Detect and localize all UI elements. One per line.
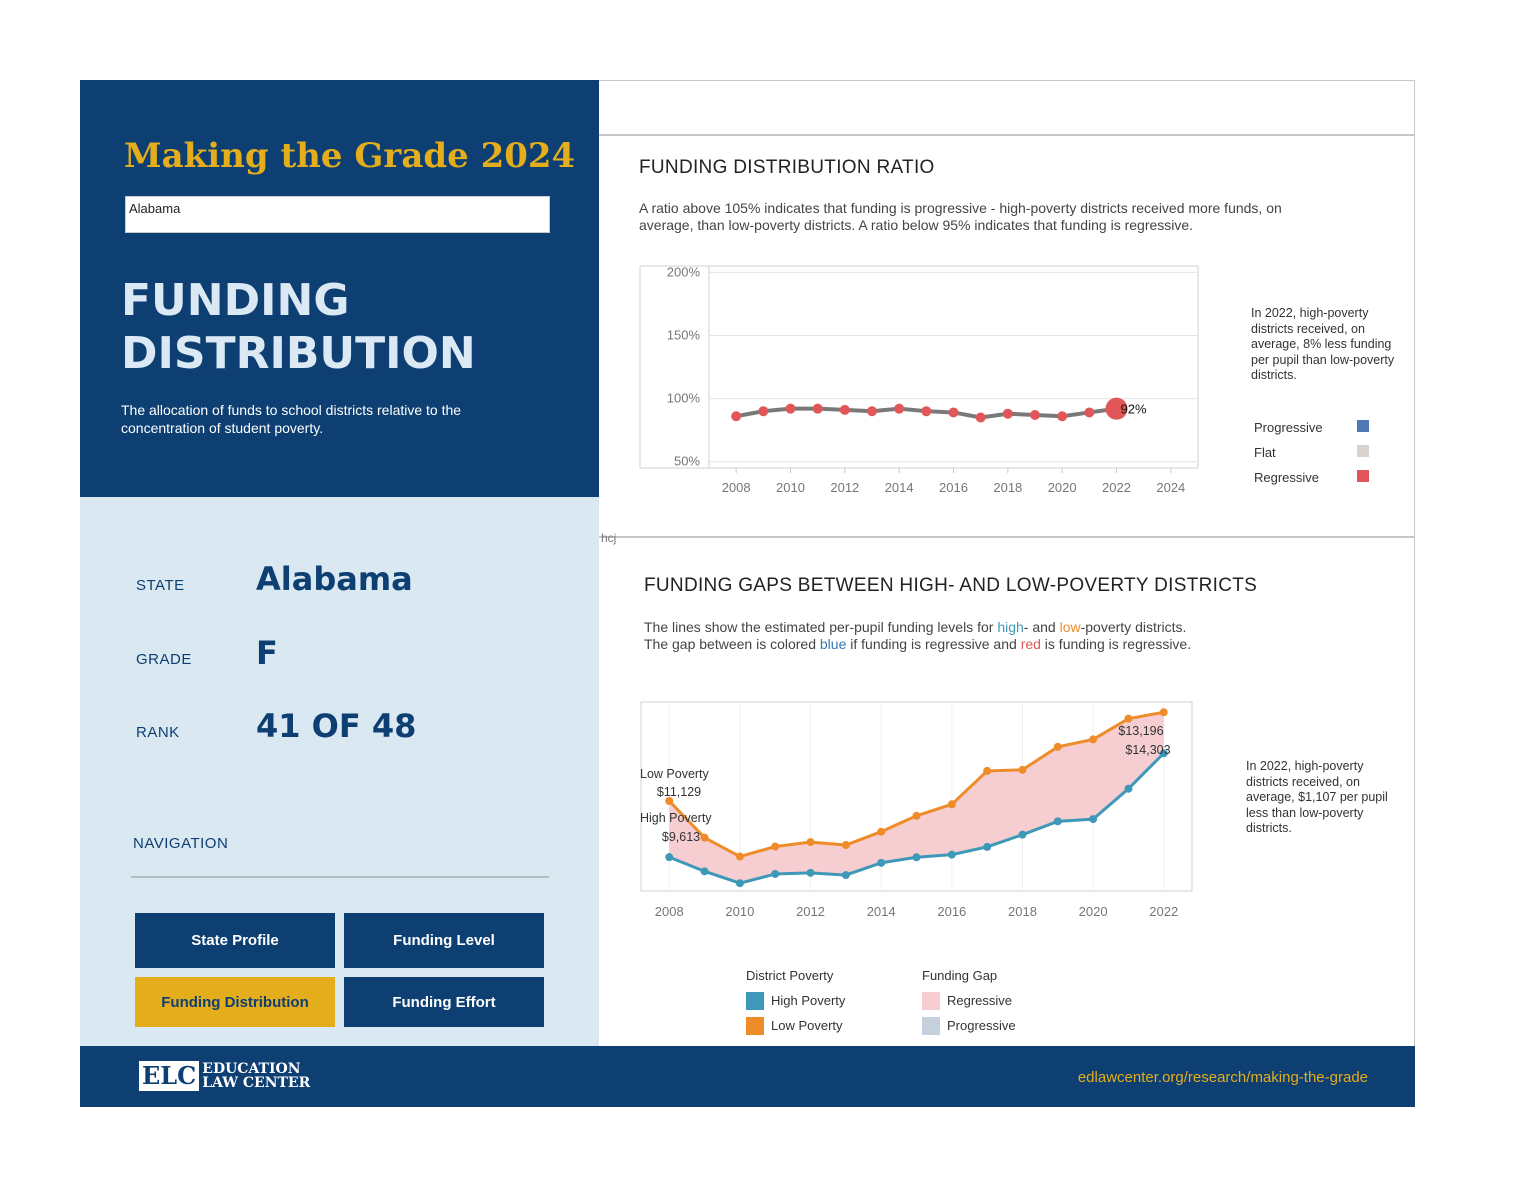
grade-value: F <box>256 634 278 672</box>
gap-description-line2: The gap between is colored blue if fundi… <box>644 636 1344 653</box>
legend-low-poverty-label: Low Poverty <box>771 1018 843 1033</box>
legend-item-regressive: Regressive <box>1254 469 1374 494</box>
ratio-annotation: In 2022, high-poverty districts received… <box>1251 306 1395 382</box>
ratio-title: FUNDING DISTRIBUTION RATIO <box>639 157 935 178</box>
legend-item-flat: Flat <box>1254 444 1374 469</box>
elc-logo-line2: LAW CENTER <box>202 1075 311 1091</box>
brand-title: Making the Grade 2024 <box>124 136 576 176</box>
rank-value: 41 OF 48 <box>256 707 417 745</box>
legend-high-poverty-swatch <box>746 991 764 1010</box>
ratio-legend: Progressive Flat Regressive <box>1254 419 1374 494</box>
gap-desc2-red: red <box>1020 636 1041 652</box>
legend-flat-label: Flat <box>1254 445 1276 460</box>
funding-level-button[interactable]: Funding Level <box>344 913 544 968</box>
gap-title: FUNDING GAPS BETWEEN HIGH- AND LOW-POVER… <box>644 575 1258 596</box>
state-selector[interactable]: Alabama <box>125 196 550 233</box>
legend-gap-progressive-label: Progressive <box>947 1018 1016 1033</box>
gap-legend-title: Funding Gap <box>922 968 998 983</box>
header-panel <box>80 80 599 497</box>
gap-desc2-blue: blue <box>819 636 847 652</box>
elc-logo-line1: EDUCATION <box>202 1061 301 1077</box>
rank-label: RANK <box>136 724 180 741</box>
elc-logo[interactable]: ELC EDUCATION LAW CENTER <box>139 1061 310 1091</box>
funding-effort-button[interactable]: Funding Effort <box>344 977 544 1027</box>
navigation-label: NAVIGATION <box>133 835 229 852</box>
state-value: Alabama <box>256 560 413 598</box>
gap-desc1-high: high <box>997 619 1024 635</box>
grade-label: GRADE <box>136 651 192 668</box>
gap-desc1-a: The lines show the estimated per-pupil f… <box>644 619 998 635</box>
legend-high-poverty-label: High Poverty <box>771 993 846 1008</box>
elc-logo-mark: ELC <box>139 1061 200 1091</box>
top-divider <box>599 134 1415 136</box>
gap-desc2-b: if funding is regressive and <box>846 636 1021 652</box>
poverty-legend: District Poverty High Poverty Low Povert… <box>746 968 906 1038</box>
legend-item-progressive: Progressive <box>1254 419 1374 444</box>
legend-item-gap-regressive: Regressive <box>922 988 1082 1013</box>
gap-desc2-c: is funding is regressive. <box>1040 636 1192 652</box>
gap-desc2-a: The gap between is colored <box>644 636 820 652</box>
ratio-description: A ratio above 105% indicates that fundin… <box>639 200 1282 233</box>
state-label: STATE <box>136 577 185 594</box>
navigation-divider <box>131 876 549 878</box>
legend-item-low-poverty: Low Poverty <box>746 1013 906 1038</box>
legend-item-gap-progressive: Progressive <box>922 1013 1082 1038</box>
marker-text: hcj <box>601 531 617 545</box>
legend-item-high-poverty: High Poverty <box>746 988 906 1013</box>
legend-progressive-swatch <box>1357 420 1369 432</box>
footer-link[interactable]: edlawcenter.org/research/making-the-grad… <box>1077 1069 1368 1086</box>
gap-description-line1: The lines show the estimated per-pupil f… <box>644 619 1344 636</box>
legend-gap-regressive-label: Regressive <box>947 993 1013 1008</box>
gap-annotation: In 2022, high-poverty districts received… <box>1246 759 1388 835</box>
gap-legend: Funding Gap Regressive Progressive <box>922 968 1082 1038</box>
legend-progressive-label: Progressive <box>1254 420 1323 435</box>
middle-divider <box>599 536 1415 538</box>
legend-gap-progressive-swatch <box>922 1016 940 1035</box>
gap-desc1-low: low <box>1059 619 1081 635</box>
page-description: The allocation of funds to school distri… <box>121 402 462 436</box>
state-profile-button[interactable]: State Profile <box>135 913 335 968</box>
legend-gap-regressive-swatch <box>922 991 940 1010</box>
gap-desc1-b: - and <box>1023 619 1060 635</box>
poverty-legend-title: District Poverty <box>746 968 834 983</box>
page-title: FUNDING DISTRIBUTION <box>121 275 476 379</box>
funding-distribution-button[interactable]: Funding Distribution <box>135 977 335 1027</box>
elc-logo-words: EDUCATION LAW CENTER <box>202 1062 310 1090</box>
footer-bar <box>80 1046 1415 1107</box>
legend-regressive-swatch <box>1357 470 1369 482</box>
legend-regressive-label: Regressive <box>1254 470 1320 485</box>
legend-flat-swatch <box>1357 445 1369 457</box>
legend-low-poverty-swatch <box>746 1016 764 1035</box>
gap-desc1-c: -poverty districts. <box>1080 619 1187 635</box>
